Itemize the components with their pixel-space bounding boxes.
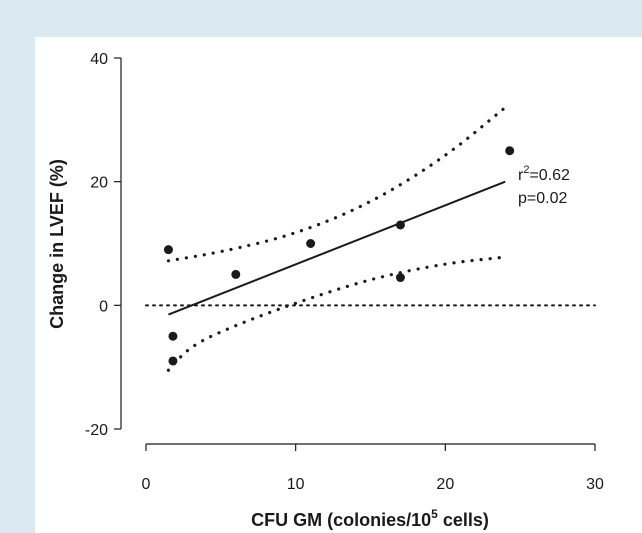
ci-upper-band bbox=[166, 105, 507, 263]
x-axis-title-main: CFU GM (colonies/10 bbox=[251, 510, 431, 530]
x-tick-label: 0 bbox=[142, 476, 151, 493]
y-tick-label: 0 bbox=[99, 298, 108, 315]
y-tick-label: 20 bbox=[90, 175, 108, 192]
data-point bbox=[395, 220, 405, 230]
r-squared-annotation: r2=0.62 bbox=[518, 164, 570, 184]
data-point bbox=[168, 356, 178, 366]
data-point bbox=[505, 146, 515, 156]
data-point bbox=[231, 269, 241, 279]
r-value: =0.62 bbox=[529, 167, 570, 184]
data-point bbox=[395, 273, 405, 283]
regression-line bbox=[168, 180, 506, 316]
p-value-annotation: p=0.02 bbox=[518, 190, 567, 207]
y-tick-label: -20 bbox=[85, 422, 108, 439]
x-axis-title: CFU GM (colonies/105 cells) bbox=[251, 507, 489, 530]
data-point bbox=[163, 245, 173, 255]
r-label: r bbox=[518, 167, 524, 184]
x-axis-title-sup: 5 bbox=[431, 507, 438, 521]
chart-panel bbox=[35, 37, 642, 533]
r-sup: 2 bbox=[523, 164, 529, 176]
y-tick-label: 40 bbox=[90, 51, 108, 68]
x-tick-label: 10 bbox=[287, 476, 305, 493]
ci-lower-band bbox=[166, 255, 507, 372]
x-axis-title-tail: cells) bbox=[438, 510, 489, 530]
x-tick-label: 20 bbox=[436, 476, 454, 493]
y-axis-title: Change in LVEF (%) bbox=[47, 159, 67, 329]
data-point bbox=[306, 239, 316, 248]
x-tick-label: 30 bbox=[586, 476, 604, 493]
data-point bbox=[168, 331, 178, 341]
